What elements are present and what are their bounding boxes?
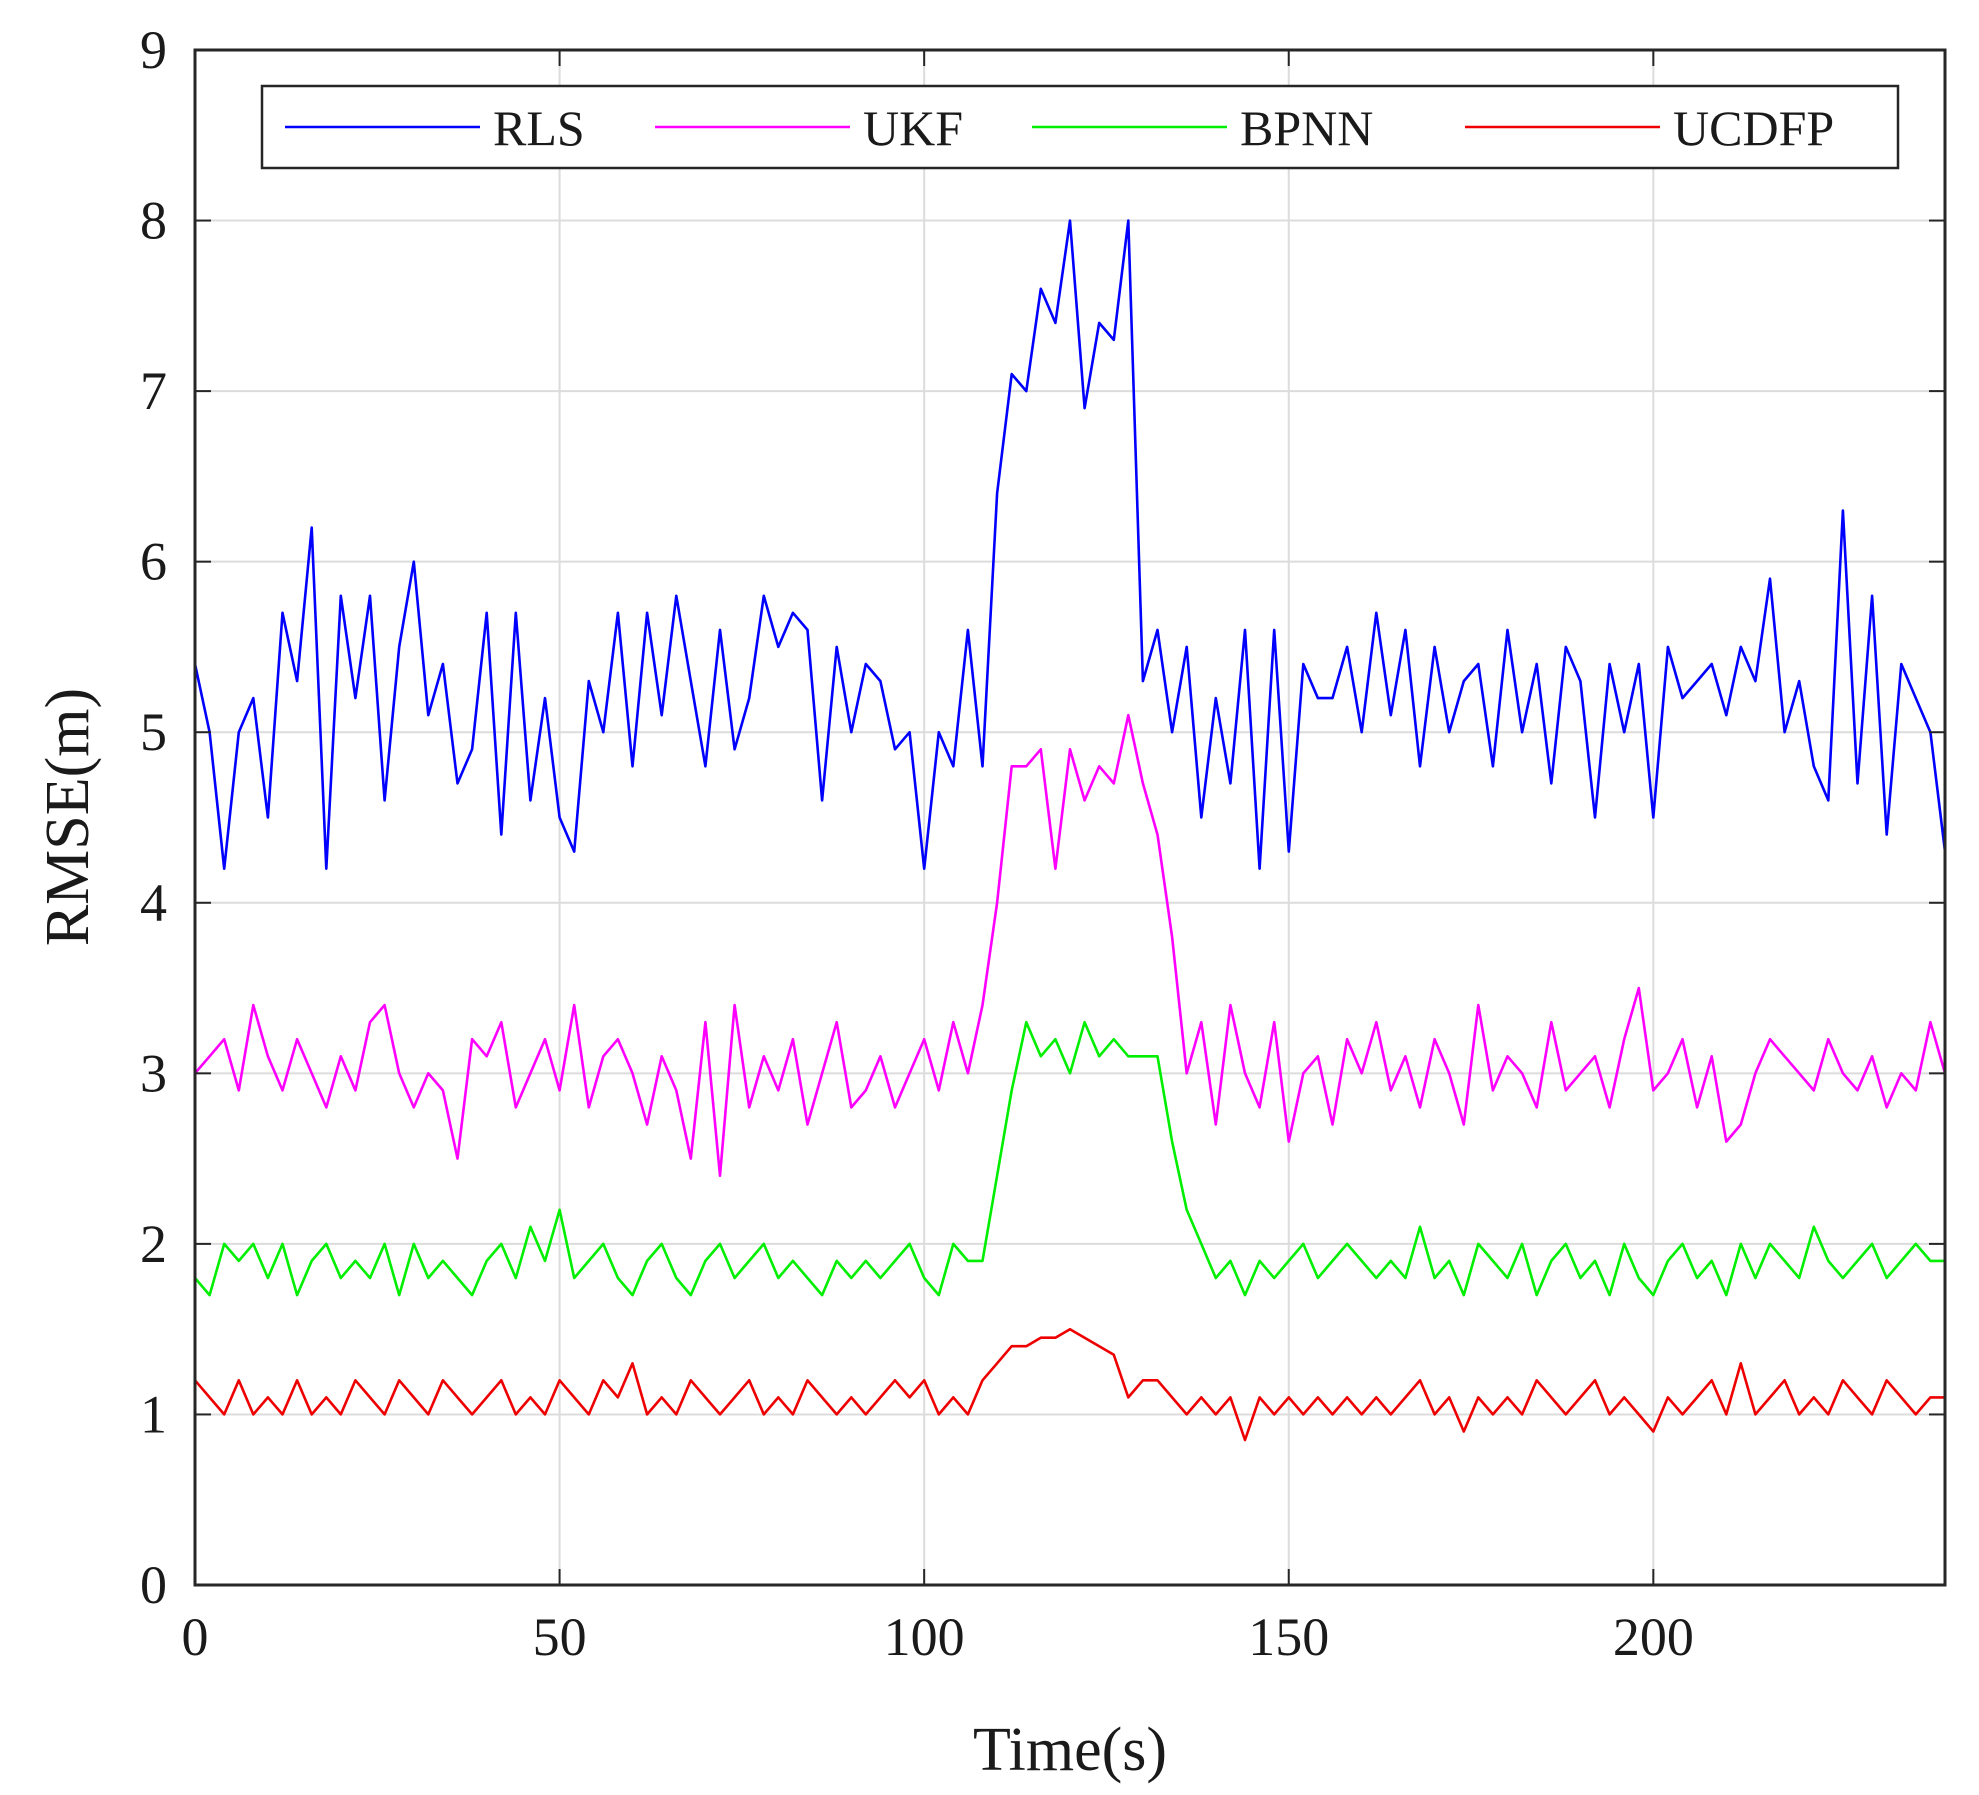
series-line-ucdfp: [195, 1327, 1945, 1442]
x-tick-label: 100: [884, 1607, 965, 1667]
legend-label-ucdfp: UCDFP: [1673, 100, 1834, 156]
axis-ticks: 0 50 100 150 200 0 1 2 3 4 5 6 7 8 9: [140, 20, 1945, 1667]
x-tick-label: 200: [1613, 1607, 1694, 1667]
x-tick-label: 0: [182, 1607, 209, 1667]
y-tick-label: 2: [140, 1214, 167, 1274]
y-tick-label: 3: [140, 1043, 167, 1103]
x-axis-label: Time(s): [973, 1716, 1167, 1784]
series-line-bpnn: [195, 1020, 1945, 1297]
y-tick-label: 1: [140, 1384, 167, 1444]
y-tick-label: 8: [140, 191, 167, 251]
y-tick-label: 4: [140, 873, 167, 933]
legend-label-ukf: UKF: [863, 100, 963, 156]
y-axis-label: RMSE(m): [34, 688, 102, 946]
y-tick-label: 6: [140, 532, 167, 592]
y-tick-label: 9: [140, 20, 167, 80]
legend-label-rls: RLS: [493, 100, 585, 156]
y-tick-label: 7: [140, 361, 167, 421]
y-tick-label: 0: [140, 1555, 167, 1615]
legend: RLS UKF BPNN UCDFP: [260, 84, 1900, 170]
y-tick-label: 5: [140, 702, 167, 762]
x-tick-label: 150: [1248, 1607, 1329, 1667]
plot-frame: [193, 48, 1947, 1587]
series-line-ukf: [195, 713, 1945, 1177]
legend-label-bpnn: BPNN: [1240, 100, 1373, 156]
x-tick-label: 50: [533, 1607, 587, 1667]
series-line-rls: [195, 219, 1945, 871]
grid-lines: [195, 50, 1945, 1585]
series-layer: [195, 219, 1945, 1442]
